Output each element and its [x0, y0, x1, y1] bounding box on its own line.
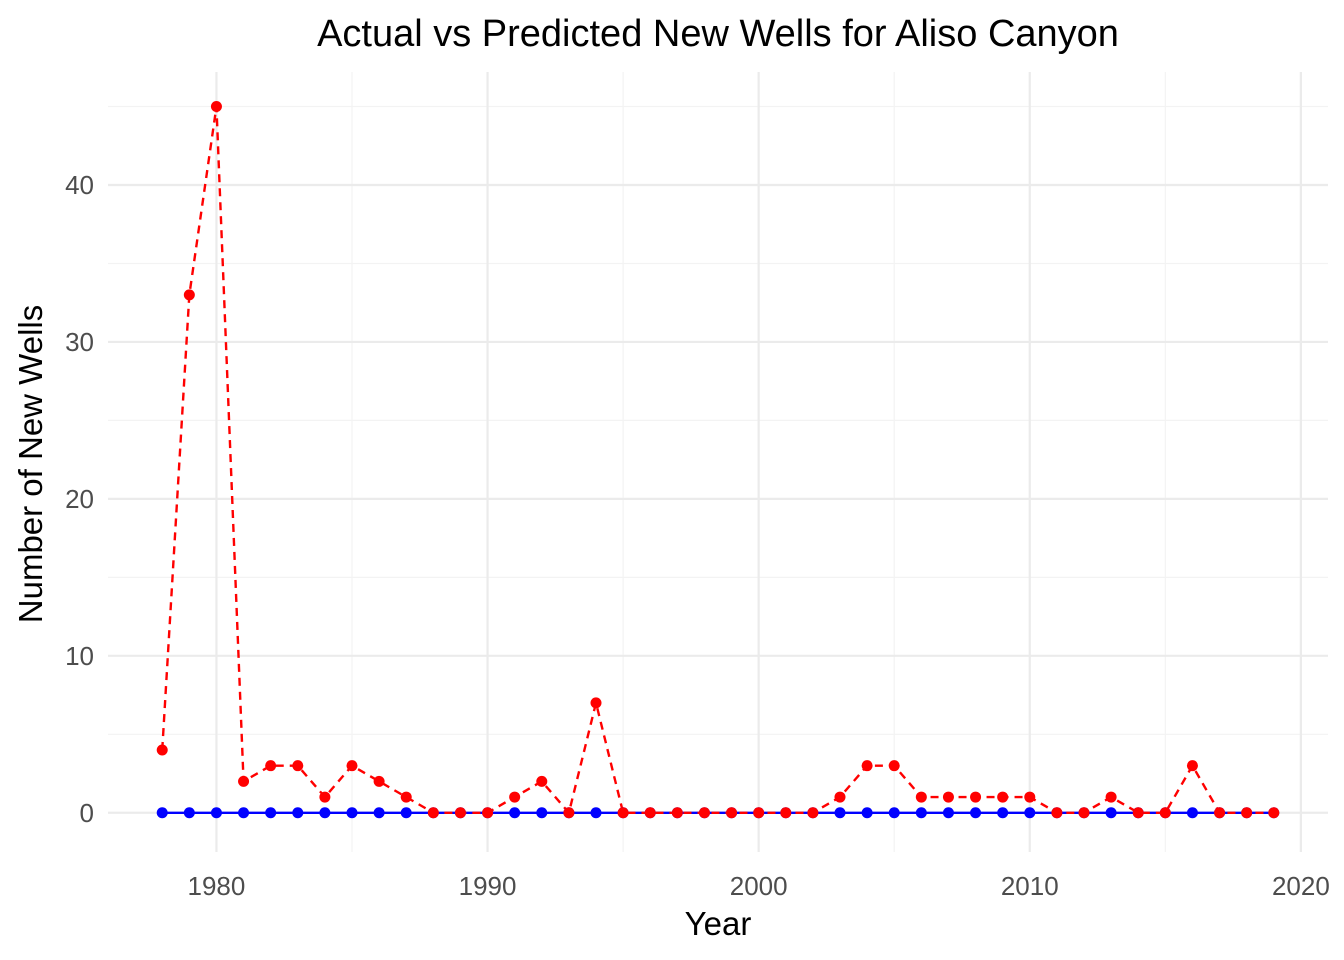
- series-1-point: [617, 807, 629, 819]
- series-1-point: [563, 807, 575, 819]
- series-1-point: [671, 807, 683, 819]
- series-1-point: [861, 760, 873, 772]
- y-tick-label: 10: [65, 641, 94, 671]
- series-0-point: [509, 807, 521, 819]
- series-0-point: [1105, 807, 1117, 819]
- series-1-point: [807, 807, 819, 819]
- series-1-point: [997, 791, 1009, 803]
- series-0-point: [1024, 807, 1036, 819]
- series-0-point: [400, 807, 412, 819]
- series-1-point: [942, 791, 954, 803]
- series-1-point: [644, 807, 656, 819]
- series-0-point: [970, 807, 982, 819]
- series-0-point: [590, 807, 602, 819]
- series-0-point: [942, 807, 954, 819]
- x-tick-label: 2020: [1272, 871, 1330, 901]
- series-0-point: [888, 807, 900, 819]
- y-tick-label: 20: [65, 484, 94, 514]
- series-1-point: [265, 760, 277, 772]
- x-tick-label: 1990: [459, 871, 517, 901]
- x-tick-label: 1980: [188, 871, 246, 901]
- series-1-point: [780, 807, 792, 819]
- series-1-point: [400, 791, 412, 803]
- series-1-point: [915, 791, 927, 803]
- series-1-point: [427, 807, 439, 819]
- x-tick-label: 2010: [1001, 871, 1059, 901]
- series-1-point: [1024, 791, 1036, 803]
- y-tick-label: 40: [65, 170, 94, 200]
- y-tick-label: 30: [65, 327, 94, 357]
- series-1-point: [292, 760, 304, 772]
- series-0-point: [915, 807, 927, 819]
- series-1-point: [454, 807, 466, 819]
- y-axis-title: Number of New Wells: [12, 305, 49, 623]
- series-1-point: [726, 807, 738, 819]
- series-0-point: [156, 807, 168, 819]
- series-0-point: [834, 807, 846, 819]
- series-1-point: [1078, 807, 1090, 819]
- series-1-point: [319, 791, 331, 803]
- series-1-point: [834, 791, 846, 803]
- series-0-point: [861, 807, 873, 819]
- series-line-1: [161, 106, 1274, 816]
- series-1-point: [210, 101, 222, 113]
- series-0-point: [238, 807, 250, 819]
- series-0-point: [373, 807, 385, 819]
- plot-series: [156, 101, 1280, 819]
- series-0-point: [265, 807, 277, 819]
- series-1-point: [482, 807, 494, 819]
- series-1-point: [536, 775, 548, 787]
- series-0-point: [292, 807, 304, 819]
- series-0-point: [183, 807, 195, 819]
- series-1-point: [590, 697, 602, 709]
- series-1-point: [509, 791, 521, 803]
- series-0-point: [346, 807, 358, 819]
- series-1-point: [1051, 807, 1063, 819]
- series-0-point: [1186, 807, 1198, 819]
- series-1-point: [1132, 807, 1144, 819]
- series-1-point: [753, 807, 765, 819]
- series-1-point: [346, 760, 358, 772]
- chart-title: Actual vs Predicted New Wells for Aliso …: [317, 13, 1119, 55]
- series-1-point: [1241, 807, 1253, 819]
- series-1-point: [156, 744, 168, 756]
- y-tick-label: 0: [80, 798, 94, 828]
- grid: [108, 72, 1328, 852]
- series-1-point: [1186, 760, 1198, 772]
- series-1-point: [888, 760, 900, 772]
- series-0-point: [997, 807, 1009, 819]
- series-0-point: [210, 807, 222, 819]
- series-1-point: [1105, 791, 1117, 803]
- series-1-point: [698, 807, 710, 819]
- series-0-point: [536, 807, 548, 819]
- x-tick-label: 2000: [730, 871, 788, 901]
- series-0-point: [319, 807, 331, 819]
- series-1-point: [183, 289, 195, 301]
- series-1-point: [373, 775, 385, 787]
- series-1-point: [1268, 807, 1280, 819]
- x-axis-title: Year: [685, 905, 752, 942]
- tick-labels: 1980 1990 2000 2010 2020 0 10 20 30 40: [65, 170, 1330, 901]
- series-1-point: [970, 791, 982, 803]
- series-1-point: [238, 775, 250, 787]
- series-1-point: [1159, 807, 1171, 819]
- series-1-point: [1214, 807, 1226, 819]
